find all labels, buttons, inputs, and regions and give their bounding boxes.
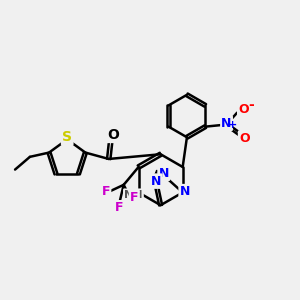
Text: O: O [238, 103, 249, 116]
Text: F: F [130, 191, 139, 204]
Text: F: F [115, 201, 124, 214]
Text: N: N [159, 167, 169, 180]
Text: +: + [228, 119, 238, 130]
Text: -: - [248, 98, 254, 112]
Text: NH: NH [124, 190, 143, 200]
Text: S: S [62, 130, 72, 144]
Text: N: N [180, 185, 190, 198]
Text: F: F [102, 185, 110, 198]
Text: N: N [221, 117, 232, 130]
Text: N: N [151, 175, 161, 188]
Text: O: O [107, 128, 119, 142]
Text: O: O [239, 132, 250, 145]
